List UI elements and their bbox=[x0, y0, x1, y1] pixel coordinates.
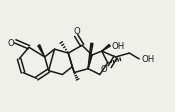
Text: O: O bbox=[7, 39, 14, 47]
Polygon shape bbox=[88, 44, 93, 69]
Polygon shape bbox=[102, 45, 110, 52]
Text: OH: OH bbox=[141, 55, 154, 64]
Text: O: O bbox=[101, 65, 108, 73]
Text: OH: OH bbox=[112, 41, 125, 50]
Polygon shape bbox=[38, 45, 45, 57]
Text: O: O bbox=[74, 26, 80, 35]
